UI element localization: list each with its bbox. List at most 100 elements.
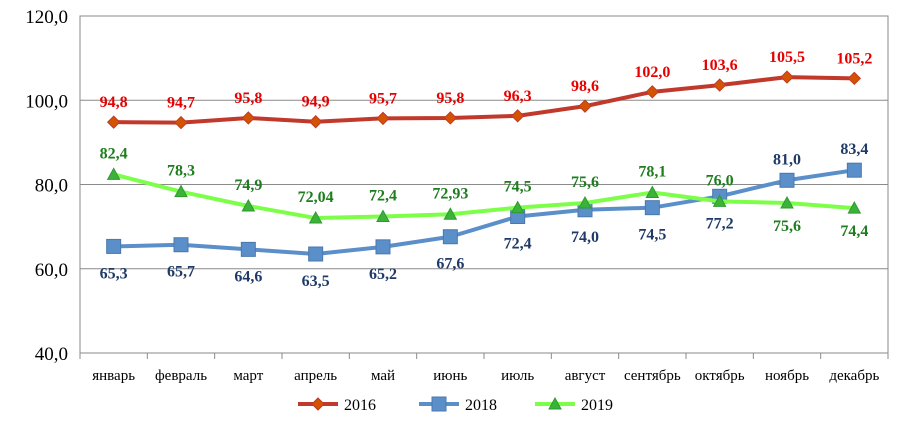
data-label-2016-4: 95,7 bbox=[369, 90, 397, 107]
data-label-2018-6: 72,4 bbox=[504, 236, 532, 253]
data-label-2018-1: 65,7 bbox=[167, 264, 195, 281]
point-2019-1 bbox=[174, 184, 188, 198]
data-label-2019-8: 78,1 bbox=[638, 164, 666, 181]
y-tick-label: 120,0 bbox=[25, 7, 68, 28]
point-2019-4 bbox=[376, 209, 390, 223]
point-2016-4 bbox=[376, 111, 390, 126]
x-tick-label: февраль bbox=[155, 368, 207, 384]
point-2016-9 bbox=[712, 78, 727, 92]
point-2019-legend bbox=[548, 396, 562, 410]
point-2019-3 bbox=[308, 210, 323, 224]
point-2019-9 bbox=[712, 194, 727, 207]
data-label-2019-5: 72,93 bbox=[432, 185, 468, 202]
point-2016-2 bbox=[241, 111, 256, 125]
point-2018-legend bbox=[431, 396, 447, 412]
point-2019-10 bbox=[780, 195, 794, 209]
point-2016-1 bbox=[174, 115, 188, 130]
grid-lines bbox=[80, 99, 888, 270]
point-2019-11 bbox=[847, 201, 862, 214]
point-2016-10 bbox=[780, 70, 794, 84]
point-2018-10 bbox=[779, 172, 795, 188]
data-label-2019-1: 78,3 bbox=[167, 163, 195, 180]
data-label-2018-7: 74,0 bbox=[571, 229, 599, 246]
point-2019-5 bbox=[443, 207, 458, 220]
point-2016-11 bbox=[847, 71, 862, 86]
point-2018-1 bbox=[173, 237, 189, 253]
legend-label-2018: 2018 bbox=[465, 397, 497, 414]
data-label-2019-6: 74,5 bbox=[504, 179, 532, 196]
point-2018-4 bbox=[375, 239, 391, 255]
y-axis-ticks: 40,0 60,0 80,0 100,0 120,0 bbox=[25, 7, 68, 365]
series-line-2019 bbox=[113, 172, 855, 221]
x-tick-label: август bbox=[565, 368, 606, 384]
point-2018-2 bbox=[240, 241, 256, 257]
data-label-2018-2: 64,6 bbox=[234, 268, 262, 285]
point-2019-7 bbox=[578, 195, 592, 209]
x-tick-label: апрель bbox=[294, 368, 337, 384]
data-label-2019-3: 72,04 bbox=[298, 189, 334, 206]
x-tick-label: ноябрь bbox=[765, 368, 809, 384]
data-label-2016-7: 98,6 bbox=[571, 78, 599, 95]
x-tick-label: январь bbox=[92, 368, 135, 384]
data-label-2019-4: 72,4 bbox=[369, 188, 397, 205]
data-label-2019-7: 75,6 bbox=[571, 174, 599, 191]
x-tick-label: май bbox=[371, 368, 395, 384]
data-label-2018-11: 83,4 bbox=[840, 141, 868, 158]
point-2018-0 bbox=[106, 238, 122, 254]
data-label-2018-8: 74,5 bbox=[638, 227, 666, 244]
data-label-2018-3: 63,5 bbox=[302, 273, 330, 290]
data-label-2016-8: 102,0 bbox=[634, 64, 670, 81]
point-2019-0 bbox=[106, 167, 121, 180]
point-2016-0 bbox=[106, 115, 121, 129]
point-2016-5 bbox=[443, 111, 458, 125]
data-label-2019-0: 82,4 bbox=[100, 145, 128, 162]
x-tick-label: июнь bbox=[433, 368, 467, 384]
point-2016-6 bbox=[510, 109, 525, 123]
x-tick-label: сентябрь bbox=[624, 368, 681, 384]
x-tick-label: март bbox=[233, 368, 263, 384]
data-label-2016-0: 94,8 bbox=[100, 94, 128, 111]
x-tick-label: декабрь bbox=[829, 368, 879, 384]
point-2019-8 bbox=[645, 185, 660, 199]
x-tick-label: октябрь bbox=[695, 368, 745, 384]
data-label-2016-3: 94,9 bbox=[302, 94, 330, 111]
data-label-2018-5: 67,6 bbox=[436, 256, 464, 273]
point-2019-2 bbox=[241, 198, 256, 212]
data-label-2016-9: 103,6 bbox=[702, 57, 738, 74]
y-tick-label: 60,0 bbox=[35, 260, 68, 281]
data-label-2018-10: 81,0 bbox=[773, 151, 801, 168]
y-tick-label: 80,0 bbox=[35, 176, 68, 197]
data-label-2018-0: 65,3 bbox=[100, 265, 128, 282]
series-line-2016 bbox=[113, 75, 855, 125]
data-label-2016-5: 95,8 bbox=[436, 90, 464, 107]
data-label-2019-10: 75,6 bbox=[773, 218, 801, 235]
data-label-2019-11: 74,4 bbox=[840, 223, 868, 240]
point-2018-5 bbox=[442, 229, 458, 245]
point-2018-3 bbox=[308, 246, 324, 262]
legend-label-2019: 2019 bbox=[581, 397, 613, 414]
legend-label-2016: 2016 bbox=[344, 397, 376, 414]
data-label-2018-9: 77,2 bbox=[706, 215, 734, 232]
x-axis-ticks: январь февраль март апрель май июнь июль август… bbox=[79, 353, 889, 384]
series-line-2018 bbox=[113, 168, 855, 257]
point-2018-8 bbox=[644, 200, 660, 216]
data-label-2016-10: 105,5 bbox=[769, 49, 805, 66]
data-labels: 94,8 94,7 95,8 94,9 95,7 95,8 96,3 98,6 102,0 103… bbox=[100, 49, 873, 290]
x-tick-label: июль bbox=[501, 368, 534, 384]
point-2016-8 bbox=[645, 85, 660, 99]
data-label-2016-2: 95,8 bbox=[234, 90, 262, 107]
point-2016-3 bbox=[308, 115, 323, 129]
data-label-2016-11: 105,2 bbox=[836, 50, 872, 67]
legend: 2016 2018 2019 bbox=[298, 396, 613, 414]
point-2016-legend bbox=[311, 397, 325, 411]
y-tick-label: 100,0 bbox=[25, 91, 68, 112]
y-tick-label: 40,0 bbox=[35, 344, 68, 365]
data-label-2019-2: 74,9 bbox=[234, 177, 262, 194]
data-label-2016-1: 94,7 bbox=[167, 95, 195, 112]
point-2019-6 bbox=[510, 200, 525, 214]
point-2018-11 bbox=[846, 162, 862, 178]
point-2016-7 bbox=[578, 99, 592, 113]
data-label-2016-6: 96,3 bbox=[504, 88, 532, 105]
data-label-2019-9: 76,0 bbox=[706, 172, 734, 189]
